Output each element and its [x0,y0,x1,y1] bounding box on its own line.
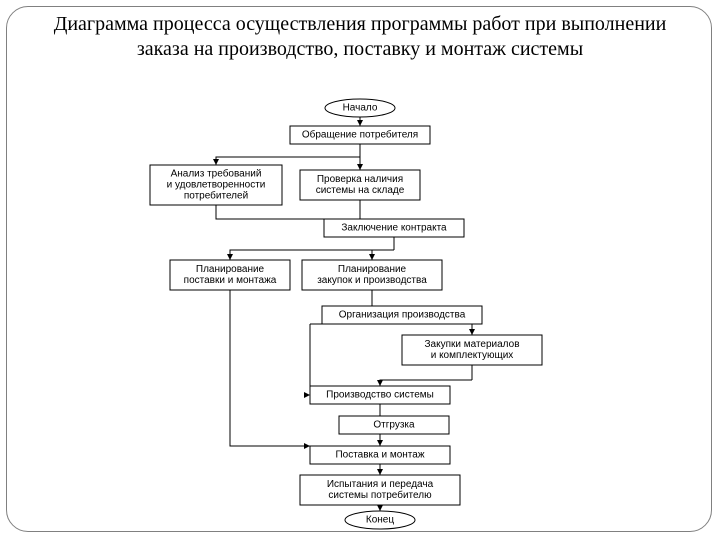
flow-node-label: и удовлетворенности [167,180,266,191]
flow-edge [402,324,472,335]
flow-edge [216,205,360,219]
flow-node-label: системы потребителю [328,489,432,501]
flow-node-label: Испытания и передача [327,479,434,490]
flow-node-label: Организация производства [339,310,466,321]
flow-node-label: Заключение контракта [341,223,447,234]
flow-node-n11: Поставка и монтаж [310,446,450,464]
flow-edge [372,250,394,260]
flow-edge [380,380,472,386]
flow-node-n2: Анализ требованийи удовлетворенностипотр… [150,165,282,205]
flow-node-label: Планирование [338,264,407,275]
flow-edge [216,157,360,165]
flow-node-label: Планирование [196,264,265,275]
flow-node-n7: Организация производства [322,306,482,324]
flow-node-label: закупок и производства [317,275,427,286]
flow-edge [230,250,394,260]
flow-node-label: потребителей [184,190,248,202]
flow-node-label: системы на складе [316,185,405,196]
flow-node-n3: Проверка наличиясистемы на складе [300,170,420,200]
flow-node-n6: Планированиезакупок и производства [302,260,442,290]
flow-edge [372,290,402,306]
flowchart-svg: Начало Обращение потребителя Анализ требов… [0,0,720,540]
flow-node-start: Начало [325,99,395,117]
flow-node-label: Конец [366,515,394,526]
flow-node-n9: Производство системы [310,386,450,404]
flow-node-n5: Планированиепоставки и монтажа [170,260,290,290]
flow-node-n12: Испытания и передачасистемы потребителю [300,475,460,505]
flow-node-label: Обращение потребителя [302,129,418,141]
flow-node-end: Конец [345,511,415,529]
flow-node-label: Отгрузка [373,420,415,431]
flow-node-label: Анализ требований [171,168,262,180]
flow-node-n10: Отгрузка [339,416,449,434]
flow-node-label: поставки и монтажа [184,275,277,286]
flow-node-label: и комплектующих [431,350,514,361]
flow-node-n8: Закупки материалови комплектующих [402,335,542,365]
flow-node-label: Закупки материалов [424,339,519,350]
flow-node-n1: Обращение потребителя [290,126,430,144]
flow-node-label: Начало [343,103,378,114]
flow-node-label: Производство системы [326,390,434,401]
flow-node-n4: Заключение контракта [324,219,464,237]
flow-edge [230,290,310,446]
flow-node-label: Проверка наличия [317,174,403,185]
flow-node-label: Поставка и монтаж [335,450,424,461]
